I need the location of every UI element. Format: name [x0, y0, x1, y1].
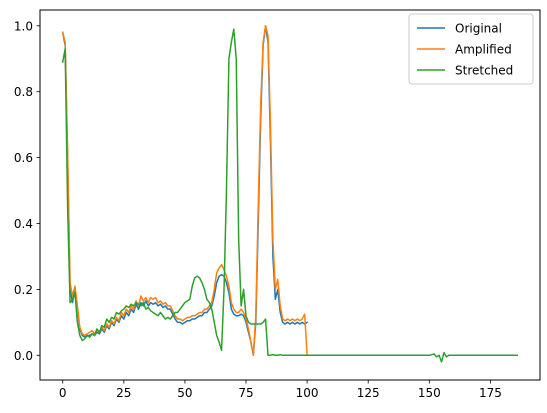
series-line-amplified — [61, 25, 308, 357]
x-tick-label: 100 — [296, 386, 319, 400]
x-tick-label: 150 — [418, 386, 441, 400]
y-tick-label: 0.4 — [14, 217, 33, 231]
legend-label-stretched: Stretched — [455, 64, 513, 78]
x-tick-label: 75 — [238, 386, 253, 400]
axes-layer: 0 25 50 75 100 125 150 175 0.0 0.2 0.4 0.6 0.8 1.0 — [14, 19, 502, 400]
x-tick-label: 50 — [177, 386, 192, 400]
y-tick-label: 1.0 — [14, 19, 33, 33]
x-tick-label: 0 — [59, 386, 67, 400]
x-tick-label: 25 — [116, 386, 131, 400]
y-tick-label: 0.8 — [14, 85, 33, 99]
legend: Original Amplified Stretched — [408, 13, 534, 85]
legend-label-amplified: Amplified — [455, 43, 512, 57]
series-layer — [61, 25, 519, 363]
series-line-stretched — [61, 28, 519, 363]
y-tick-label: 0.6 — [14, 151, 33, 165]
legend-items: Original Amplified Stretched — [417, 22, 513, 78]
y-tick-label: 0.2 — [14, 283, 33, 297]
x-tick-label: 125 — [357, 386, 380, 400]
x-tick-label: 175 — [479, 386, 502, 400]
y-tick-label: 0.0 — [14, 349, 33, 363]
legend-label-original: Original — [455, 22, 502, 36]
legend-box — [408, 13, 534, 85]
plot-frame — [39, 9, 541, 381]
